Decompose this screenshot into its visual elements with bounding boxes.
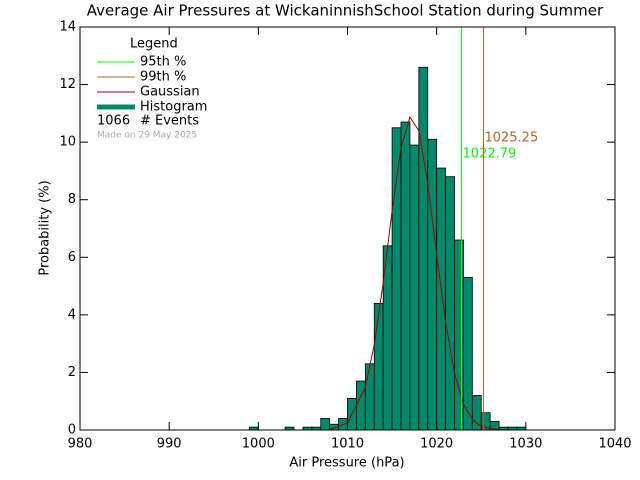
histogram-bar	[436, 167, 446, 431]
legend-label: Histogram	[140, 100, 207, 115]
x-tick-label: 1030	[509, 437, 542, 452]
y-tick-label: 6	[68, 250, 76, 265]
percentile-label: 1022.79	[463, 147, 517, 162]
y-axis-label: Probability (%)	[38, 180, 53, 275]
events-count: 1066	[97, 114, 130, 129]
x-tick-label: 1040	[598, 437, 631, 452]
y-tick-label: 12	[59, 77, 76, 92]
histogram-bar	[471, 395, 482, 431]
y-tick-label: 2	[68, 365, 76, 380]
x-tick-label: 990	[157, 437, 182, 452]
made-on: Made on 29 May 2025	[97, 131, 197, 141]
x-tick-label: 1020	[420, 437, 453, 452]
histogram-bar	[391, 127, 402, 431]
x-tick-label: 980	[68, 437, 93, 452]
histogram-bar	[454, 239, 464, 431]
x-axis-label: Air Pressure (hPa)	[289, 456, 404, 471]
y-tick-label: 8	[68, 192, 76, 207]
histogram-bar	[445, 176, 455, 431]
histogram-bar	[400, 121, 411, 431]
legend-title: Legend	[130, 37, 178, 52]
legend-label: 99th %	[140, 70, 186, 85]
y-tick-label: 4	[68, 307, 76, 322]
histogram-bar	[373, 302, 384, 431]
events-label: # Events	[140, 114, 199, 129]
x-tick-label: 1010	[331, 437, 364, 452]
histogram-bar	[356, 380, 366, 431]
y-tick-label: 0	[68, 423, 76, 438]
histogram-bar	[418, 66, 429, 431]
y-tick-label: 10	[59, 135, 76, 150]
histogram-bar	[409, 144, 420, 431]
x-tick-label: 1000	[242, 437, 275, 452]
y-tick-label: 14	[59, 20, 76, 35]
percentile-label: 1025.25	[484, 131, 538, 146]
legend-label: Gaussian	[140, 85, 200, 100]
histogram-bar	[320, 418, 331, 431]
legend-label: 95th %	[140, 55, 186, 70]
histogram-bar	[364, 363, 375, 431]
chart-title: Average Air Pressures at WickaninnishSch…	[87, 2, 604, 20]
histogram-bar	[427, 138, 438, 431]
gaussian-curve	[329, 115, 517, 431]
